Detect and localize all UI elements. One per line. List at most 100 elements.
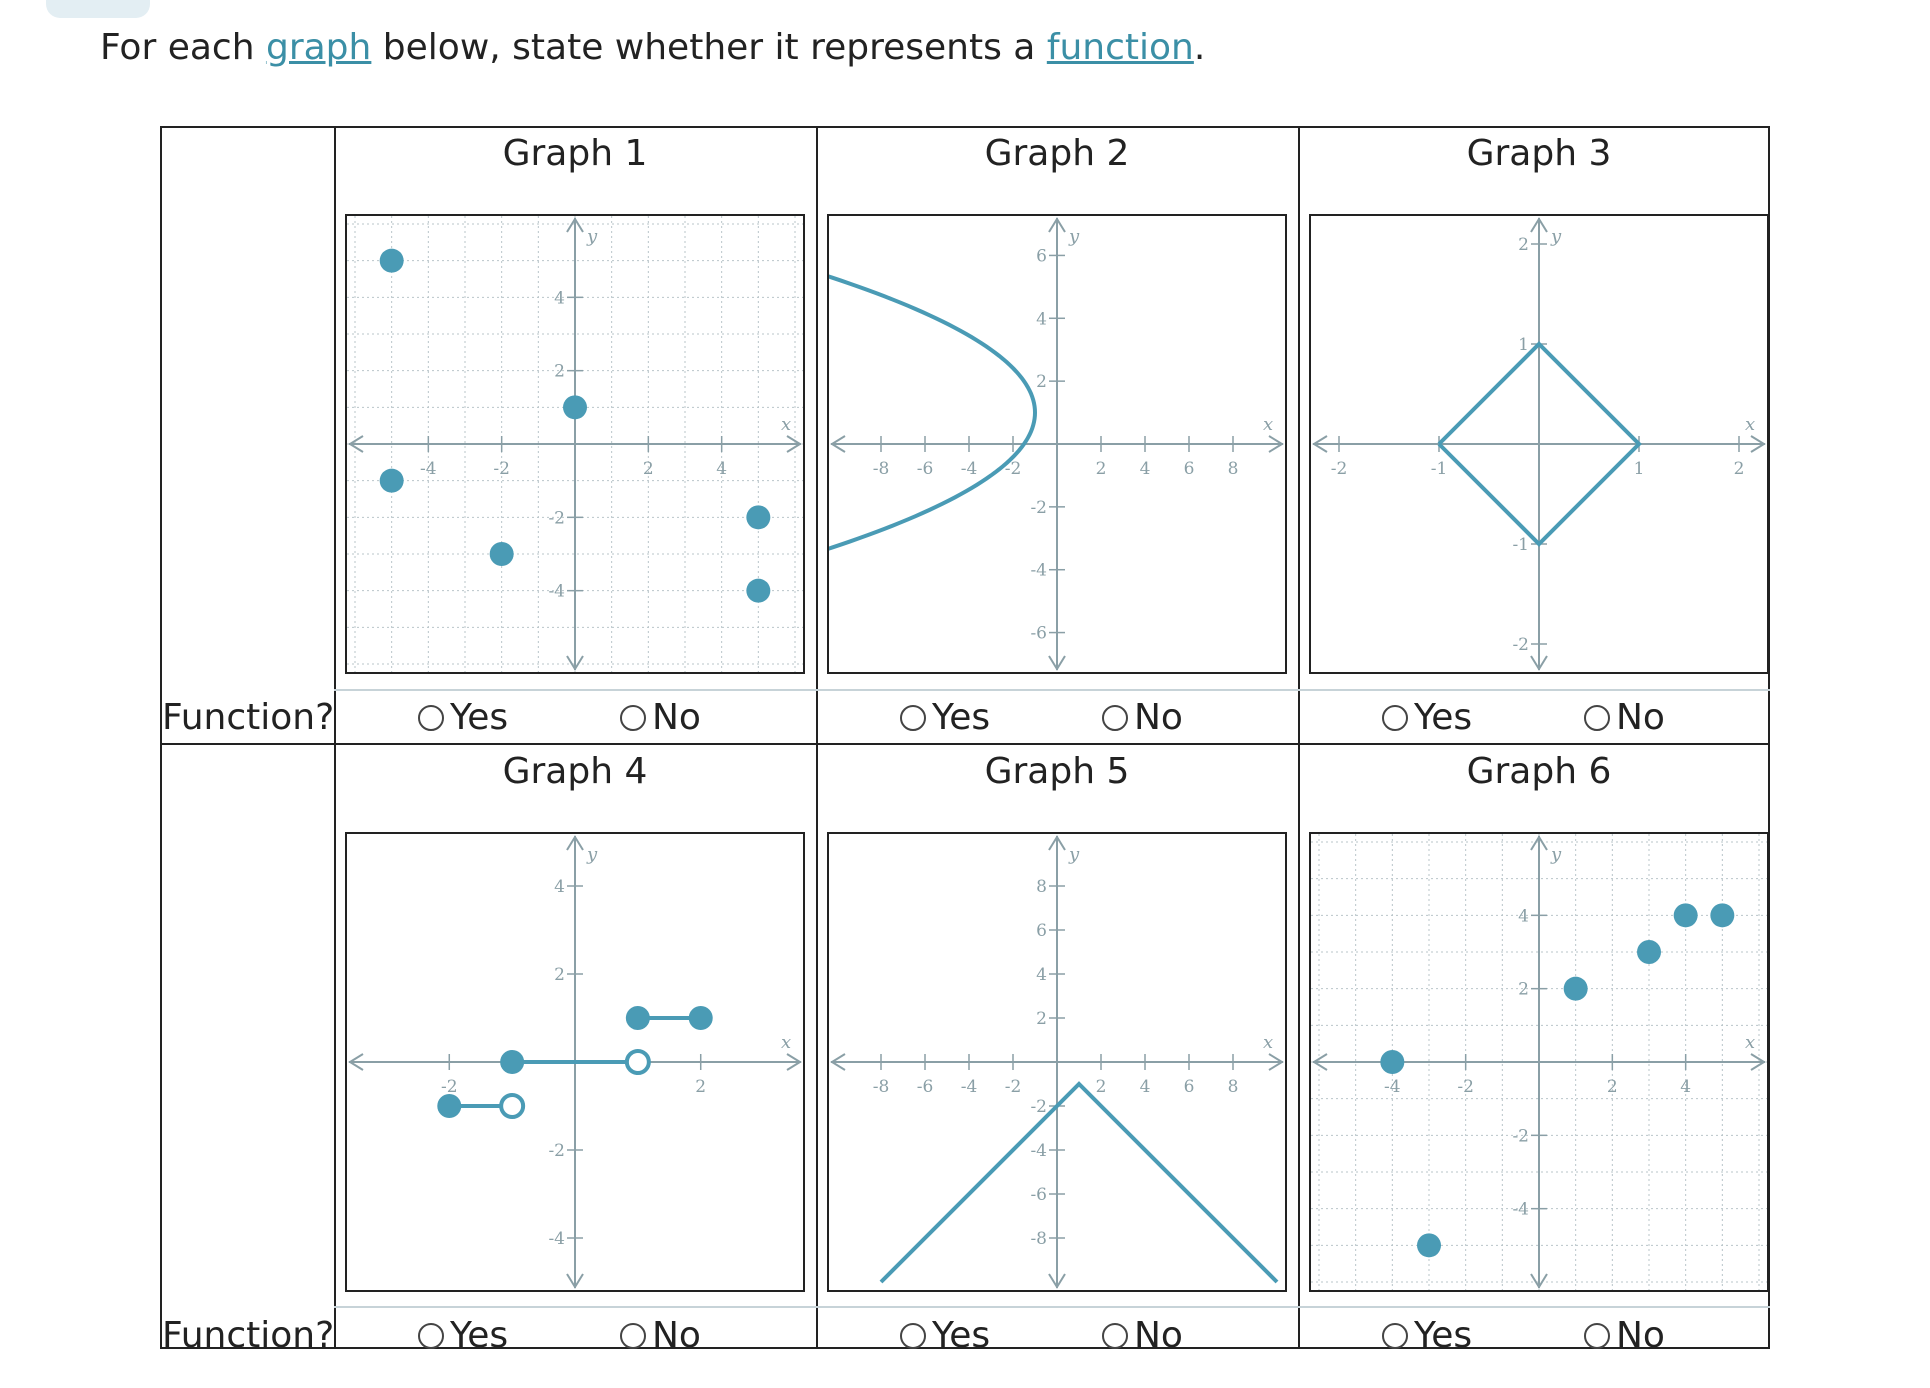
column-divider bbox=[1298, 126, 1300, 1349]
graph-3-yes-option[interactable]: Yes bbox=[1382, 696, 1472, 740]
y-tick-label: 4 bbox=[1036, 309, 1047, 329]
y-tick-label: 2 bbox=[554, 965, 565, 985]
data-point bbox=[1637, 940, 1661, 964]
no-label: No bbox=[1616, 697, 1665, 738]
data-point bbox=[379, 248, 404, 273]
graph-2-yes-radio[interactable] bbox=[900, 705, 926, 731]
data-point bbox=[1563, 976, 1588, 1001]
x-axis-label: x bbox=[1745, 414, 1755, 435]
y-axis-arrow bbox=[1530, 655, 1548, 671]
x-tick-label: -6 bbox=[917, 459, 934, 479]
x-tick-label: 2 bbox=[1096, 459, 1107, 479]
data-point bbox=[437, 1094, 462, 1118]
y-axis-arrow bbox=[566, 835, 584, 851]
x-axis-arrow bbox=[1312, 435, 1328, 453]
x-tick-label: 2 bbox=[1734, 459, 1745, 479]
x-axis-arrow bbox=[1268, 1053, 1284, 1071]
x-tick-label: -2 bbox=[441, 1077, 458, 1097]
top-tab bbox=[46, 0, 150, 18]
x-tick-label: -2 bbox=[1457, 1077, 1474, 1097]
yes-label: Yes bbox=[450, 697, 509, 738]
y-tick-label: 4 bbox=[554, 288, 565, 308]
y-axis-label: y bbox=[586, 226, 598, 247]
no-label: No bbox=[1134, 697, 1183, 738]
graph-2-title: Graph 2 bbox=[984, 133, 1130, 174]
yes-label: Yes bbox=[1414, 697, 1473, 738]
graph-3-no-radio[interactable] bbox=[1584, 705, 1610, 731]
y-axis-label: y bbox=[1550, 844, 1562, 865]
x-tick-label: 6 bbox=[1184, 459, 1195, 479]
x-tick-label: -6 bbox=[917, 1077, 934, 1097]
data-point bbox=[1417, 1233, 1441, 1258]
graph-3-yes-radio[interactable] bbox=[1382, 705, 1408, 731]
graph-5-yes-radio[interactable] bbox=[900, 1323, 926, 1349]
y-tick-label: -4 bbox=[1030, 561, 1047, 581]
graph-2-plot: x y -8 -6 -4 -2 2 4 6 8 6 4 2 -2 -4 -6 bbox=[827, 214, 1287, 674]
graph-6-no-radio[interactable] bbox=[1584, 1323, 1610, 1349]
x-axis-arrow bbox=[1268, 435, 1284, 453]
x-axis-arrow bbox=[786, 435, 802, 453]
x-tick-label: 8 bbox=[1228, 1077, 1239, 1097]
graph-1-no-radio[interactable] bbox=[620, 705, 646, 731]
graph-line bbox=[879, 1081, 1279, 1284]
graph-6-svg: x y -4 -2 2 4 4 2 -2 -4 bbox=[1311, 834, 1767, 1290]
graph-5-yes-option[interactable]: Yes bbox=[900, 1314, 990, 1358]
graph-link[interactable]: graph bbox=[265, 27, 372, 68]
data-point bbox=[1673, 903, 1698, 928]
x-tick-label: -8 bbox=[873, 1077, 890, 1097]
open-point bbox=[624, 1049, 651, 1075]
y-tick-label: -1 bbox=[1512, 535, 1529, 555]
graph-5-no-option[interactable]: No bbox=[1102, 1314, 1183, 1358]
graph-5-no-radio[interactable] bbox=[1102, 1323, 1128, 1349]
graph-6-no-option[interactable]: No bbox=[1584, 1314, 1665, 1358]
y-tick-label: 4 bbox=[1518, 906, 1529, 926]
graph-5-plot: x y -8 -6 -4 -2 2 4 6 8 8 6 4 2 -2 -4 -6 -8 bbox=[827, 832, 1287, 1292]
x-tick-label: 2 bbox=[695, 1077, 706, 1097]
y-axis-label: y bbox=[1068, 226, 1080, 247]
x-tick-label: 4 bbox=[1680, 1077, 1691, 1097]
x-tick-label: 8 bbox=[1228, 459, 1239, 479]
graph-1-yes-radio[interactable] bbox=[418, 705, 444, 731]
y-tick-label: 2 bbox=[1518, 235, 1529, 255]
graph-3-title: Graph 3 bbox=[1466, 133, 1612, 174]
function-link[interactable]: function bbox=[1046, 27, 1194, 68]
graph-4-plot: x y -2 2 4 2 -2 -4 bbox=[345, 832, 805, 1292]
y-tick-label: -6 bbox=[1030, 624, 1047, 644]
data-point bbox=[746, 505, 771, 530]
graph-4-yes-option[interactable]: Yes bbox=[418, 1314, 508, 1358]
graph-6-yes-option[interactable]: Yes bbox=[1382, 1314, 1472, 1358]
graph-2-no-radio[interactable] bbox=[1102, 705, 1128, 731]
x-tick-label: -2 bbox=[1331, 459, 1348, 479]
y-axis-arrow bbox=[1048, 217, 1066, 233]
x-tick-label: -8 bbox=[873, 459, 890, 479]
graph-6-yes-radio[interactable] bbox=[1382, 1323, 1408, 1349]
y-tick-label: -2 bbox=[548, 1141, 565, 1161]
yes-label: Yes bbox=[450, 1315, 509, 1356]
graph-4-no-option[interactable]: No bbox=[620, 1314, 701, 1358]
graph-2-yes-option[interactable]: Yes bbox=[900, 696, 990, 740]
y-tick-label: 2 bbox=[554, 362, 565, 382]
graph-1-yes-option[interactable]: Yes bbox=[418, 696, 508, 740]
y-tick-label: -2 bbox=[1512, 1126, 1529, 1146]
y-axis-arrow bbox=[1530, 217, 1548, 233]
open-point bbox=[499, 1093, 526, 1119]
data-point bbox=[489, 542, 514, 566]
data-point bbox=[688, 1006, 713, 1030]
y-tick-label: -4 bbox=[1030, 1141, 1047, 1161]
graph-4-yes-radio[interactable] bbox=[418, 1323, 444, 1349]
y-axis-arrow bbox=[566, 1273, 584, 1289]
graph-4-no-radio[interactable] bbox=[620, 1323, 646, 1349]
data-point bbox=[625, 1006, 650, 1030]
graph-2-no-option[interactable]: No bbox=[1102, 696, 1183, 740]
graph-3-no-option[interactable]: No bbox=[1584, 696, 1665, 740]
y-tick-label: -2 bbox=[548, 508, 565, 528]
x-tick-label: 2 bbox=[1096, 1077, 1107, 1097]
y-tick-label: 8 bbox=[1036, 877, 1047, 897]
no-label: No bbox=[652, 697, 701, 738]
graph-3-svg: x y -2 -1 1 2 2 1 -1 -2 bbox=[1312, 217, 1766, 671]
y-tick-label: -6 bbox=[1030, 1185, 1047, 1205]
no-label: No bbox=[1134, 1315, 1183, 1356]
y-tick-label: 2 bbox=[1518, 980, 1529, 1000]
graph-6-plot: x y -4 -2 2 4 4 2 -2 -4 bbox=[1309, 832, 1769, 1292]
graph-1-no-option[interactable]: No bbox=[620, 696, 701, 740]
